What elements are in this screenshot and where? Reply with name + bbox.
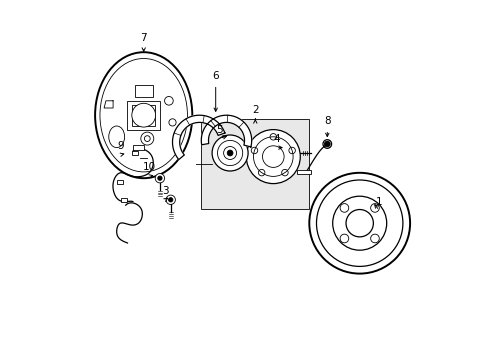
Circle shape — [227, 150, 232, 156]
Circle shape — [322, 140, 331, 148]
Bar — [117, 180, 123, 184]
Text: 8: 8 — [324, 116, 330, 126]
Circle shape — [132, 103, 155, 127]
Bar — [134, 85, 152, 97]
Text: 4: 4 — [273, 134, 280, 144]
Circle shape — [155, 174, 164, 183]
Polygon shape — [172, 115, 224, 159]
Circle shape — [212, 135, 247, 171]
Text: 3: 3 — [162, 186, 168, 196]
Polygon shape — [201, 115, 251, 147]
Circle shape — [168, 198, 172, 202]
Text: 7: 7 — [140, 33, 147, 43]
Bar — [127, 100, 160, 130]
Ellipse shape — [95, 52, 192, 178]
Text: 5: 5 — [216, 125, 222, 135]
Text: 2: 2 — [251, 105, 258, 115]
Bar — [201, 119, 309, 209]
Text: 6: 6 — [212, 71, 219, 81]
Bar — [132, 105, 155, 126]
Circle shape — [158, 176, 162, 180]
Circle shape — [309, 173, 409, 274]
Text: 10: 10 — [142, 162, 155, 172]
Circle shape — [324, 141, 329, 147]
Bar — [133, 145, 143, 150]
Text: 9: 9 — [117, 141, 123, 151]
Text: 1: 1 — [375, 197, 382, 207]
Bar — [132, 151, 137, 155]
Circle shape — [166, 195, 175, 204]
Circle shape — [246, 130, 300, 184]
Bar — [296, 170, 310, 174]
Bar — [121, 198, 126, 202]
